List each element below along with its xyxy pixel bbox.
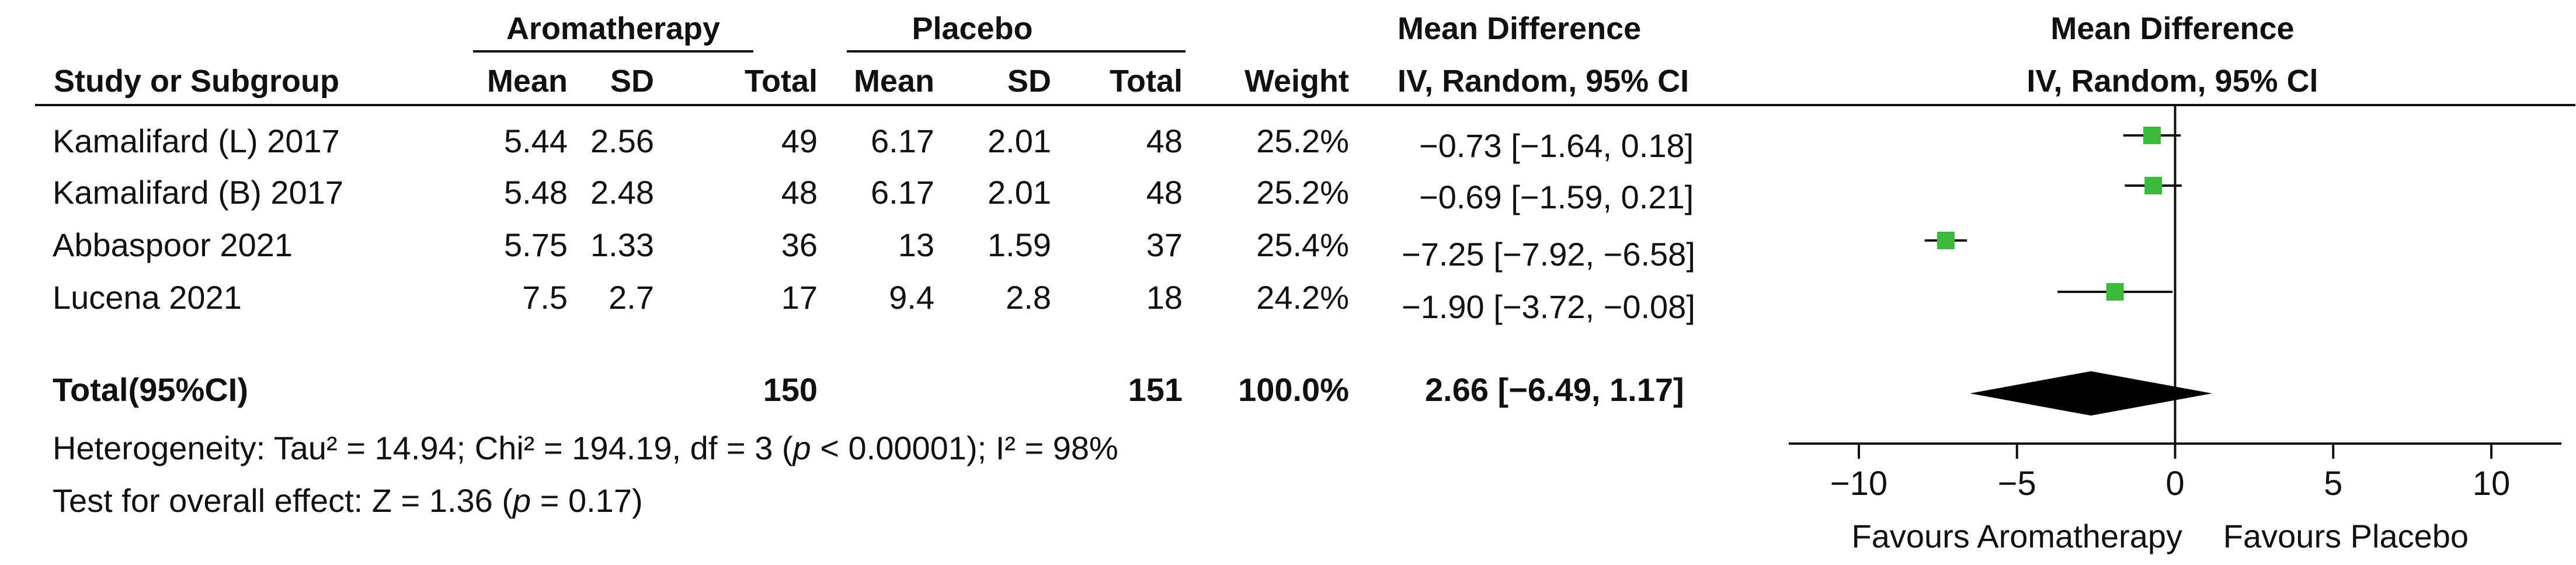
total1-value: 49 — [781, 123, 818, 159]
heterogeneity-prefix: Heterogeneity: Tau² = 14.94; Chi² = 194.… — [53, 430, 793, 466]
overall-effect-test: Test for overall effect: Z = 1.36 (p = 0… — [53, 484, 643, 517]
weight-column-header: Weight — [1244, 64, 1349, 99]
study-marker — [2106, 283, 2124, 301]
total1-sum: 150 — [763, 371, 818, 408]
total2-column-header: Total — [1110, 64, 1183, 99]
total1-column-header: Total — [745, 64, 818, 99]
study-marker — [1937, 232, 1955, 249]
study-marker — [2144, 177, 2163, 194]
total2-value: 18 — [1146, 279, 1183, 316]
x-tick-label: 5 — [2324, 465, 2342, 503]
sd1-value: 1.33 — [590, 226, 654, 263]
total2-value: 37 — [1146, 226, 1183, 263]
sd1-value: 2.56 — [590, 123, 654, 159]
x-tick-label: −10 — [1830, 465, 1887, 503]
total1-value: 17 — [781, 279, 818, 316]
study-name: Kamalifard (B) 2017 — [53, 174, 344, 211]
plot-title: Mean Difference — [2050, 11, 2295, 46]
heterogeneity-suffix: < 0.00001); I² = 98% — [811, 430, 1118, 466]
aromatherapy-header-rule — [473, 50, 753, 53]
md-ci-value: −0.69 [−1.59, 0.21] — [1419, 179, 1694, 215]
sd1-value: 2.7 — [609, 279, 654, 316]
x-tick-label: 10 — [2473, 465, 2511, 503]
overall-suffix: = 0.17) — [531, 482, 643, 519]
total2-value: 48 — [1146, 123, 1183, 159]
md-column-title: Mean Difference — [1397, 11, 1642, 46]
total1-value: 36 — [781, 226, 818, 263]
mean2-column-header: Mean — [853, 64, 934, 99]
study-name: Abbaspoor 2021 — [53, 226, 293, 263]
total-md-ci: 2.66 [−6.49, 1.17] — [1425, 371, 1684, 408]
plot-method: IV, Random, 95% Cl — [2026, 64, 2318, 99]
weight-value: 24.2% — [1256, 279, 1349, 316]
total1-value: 48 — [781, 174, 818, 211]
mean2-value: 13 — [898, 226, 934, 263]
md-column-method: IV, Random, 95% CI — [1397, 64, 1689, 99]
study-name: Kamalifard (L) 2017 — [53, 123, 340, 159]
mean1-column-header: Mean — [486, 64, 568, 99]
md-ci-value: −7.25 [−7.92, −6.58] — [1402, 236, 1695, 273]
header-bottom-rule — [35, 104, 2575, 106]
weight-value: 25.2% — [1256, 123, 1349, 159]
study-marker — [2143, 127, 2161, 144]
x-tick-label: 0 — [2165, 465, 2184, 503]
mean2-value: 9.4 — [889, 279, 934, 316]
aromatherapy-group-header: Aromatherapy — [506, 11, 721, 46]
mean2-value: 6.17 — [871, 174, 934, 211]
total2-sum: 151 — [1128, 371, 1183, 408]
md-ci-value: −1.90 [−3.72, −0.08] — [1402, 288, 1695, 325]
total2-value: 48 — [1146, 174, 1183, 211]
mean1-value: 7.5 — [522, 279, 568, 316]
heterogeneity-stats: Heterogeneity: Tau² = 14.94; Chi² = 194.… — [53, 432, 1118, 465]
favours-aromatherapy-label: Favours Aromatherapy — [1852, 518, 2182, 554]
weight-value: 25.2% — [1256, 174, 1349, 211]
sd2-value: 2.8 — [1006, 279, 1051, 316]
sd2-value: 2.01 — [988, 174, 1051, 211]
favours-placebo-label: Favours Placebo — [2223, 518, 2469, 554]
heterogeneity-p: p — [792, 430, 811, 466]
sd1-column-header: SD — [610, 64, 654, 99]
sd2-value: 1.59 — [988, 226, 1051, 263]
md-ci-value: −0.73 [−1.64, 0.18] — [1419, 127, 1694, 164]
summary-diamond — [1970, 371, 2212, 416]
study-column-header: Study or Subgroup — [54, 64, 339, 99]
study-name: Lucena 2021 — [53, 279, 242, 316]
placebo-header-rule — [847, 50, 1186, 53]
sd1-value: 2.48 — [590, 174, 654, 211]
sd2-value: 2.01 — [988, 123, 1051, 159]
placebo-group-header: Placebo — [912, 11, 1033, 46]
overall-p: p — [513, 482, 531, 519]
overall-prefix: Test for overall effect: Z = 1.36 ( — [53, 482, 513, 519]
total-label: Total(95%CI) — [53, 371, 248, 408]
x-tick-label: −5 — [1998, 465, 2036, 503]
mean1-value: 5.44 — [504, 123, 568, 159]
mean2-value: 6.17 — [871, 123, 934, 159]
mean1-value: 5.75 — [504, 226, 568, 263]
total-weight: 100.0% — [1238, 371, 1349, 408]
sd2-column-header: SD — [1007, 64, 1051, 99]
weight-value: 25.4% — [1256, 226, 1349, 263]
mean1-value: 5.48 — [504, 174, 568, 211]
